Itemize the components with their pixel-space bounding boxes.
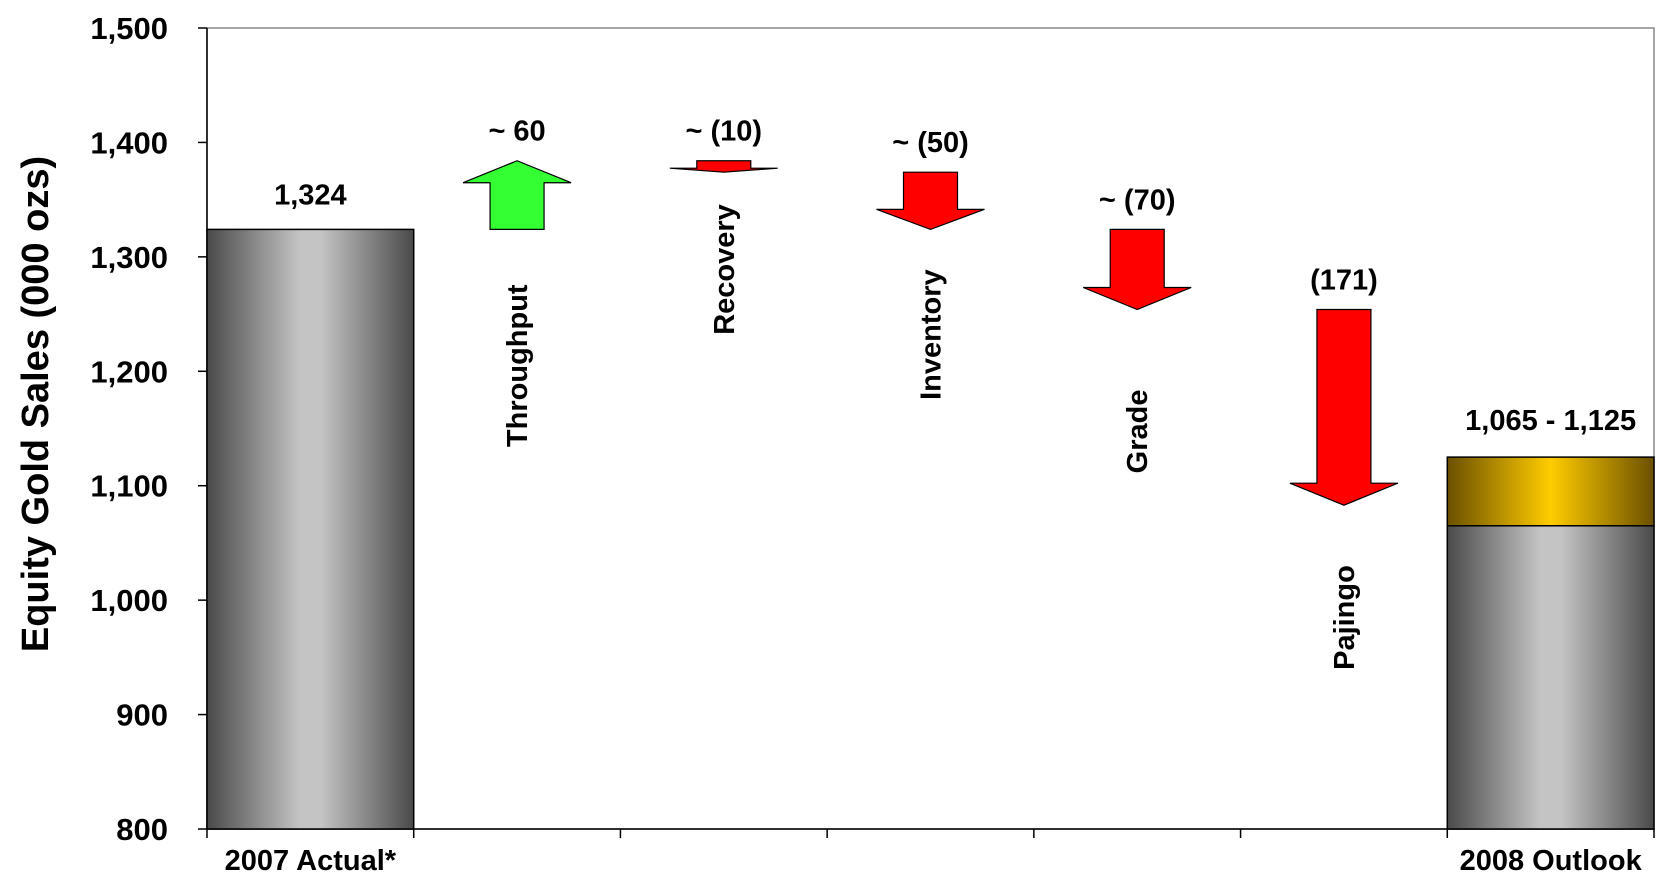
labels-layer: 1,324 2007 Actual* 1,065 - 1,125 2008 Outlo… (225, 116, 1643, 877)
step-value-label: ~ 60 (488, 116, 545, 148)
value-label: 1,324 (274, 179, 347, 211)
arrow-throughput (462, 160, 572, 230)
bar-2008-outlook-range (1446, 456, 1655, 527)
arrow-inventory (876, 171, 985, 231)
step-value-label: ~ (70) (1099, 184, 1176, 216)
y-tick-label: 1,200 (90, 354, 168, 389)
y-tick-label: 1,300 (90, 240, 168, 275)
step-value-label: (171) (1310, 264, 1378, 296)
bars-layer (206, 228, 1655, 830)
step-name-label: Pajingo (1329, 565, 1361, 670)
step-value-label: ~ (10) (685, 116, 762, 148)
y-axis: 800 900 1,000 1,100 1,200 1,300 1,400 1,500 (90, 11, 207, 847)
y-tick-label: 1,400 (90, 125, 168, 160)
arrow-grade (1082, 228, 1192, 311)
x-axis (206, 829, 1655, 838)
y-axis-label: Equity Gold Sales (000 ozs) (15, 156, 57, 652)
bar-2008-outlook-base (1446, 525, 1655, 830)
bar-2007-actual (206, 228, 415, 830)
y-tick-label: 1,500 (90, 11, 168, 46)
y-tick-label: 900 (116, 698, 168, 733)
arrow-pajingo (1289, 308, 1399, 506)
step-name-label: Throughput (502, 284, 534, 447)
step-name-label: Recovery (709, 204, 741, 335)
step-value-label: ~ (50) (892, 127, 969, 159)
arrow-recovery (669, 160, 778, 173)
x-category-label: 2008 Outlook (1460, 845, 1643, 877)
arrows-layer (462, 160, 1399, 506)
value-label: 1,065 - 1,125 (1465, 405, 1636, 437)
y-tick-label: 800 (116, 812, 168, 847)
step-name-label: Grade (1122, 389, 1154, 473)
y-tick-label: 1,100 (90, 469, 168, 504)
x-category-label: 2007 Actual* (225, 845, 397, 877)
step-name-label: Inventory (916, 269, 948, 400)
y-tick-label: 1,000 (90, 583, 168, 618)
